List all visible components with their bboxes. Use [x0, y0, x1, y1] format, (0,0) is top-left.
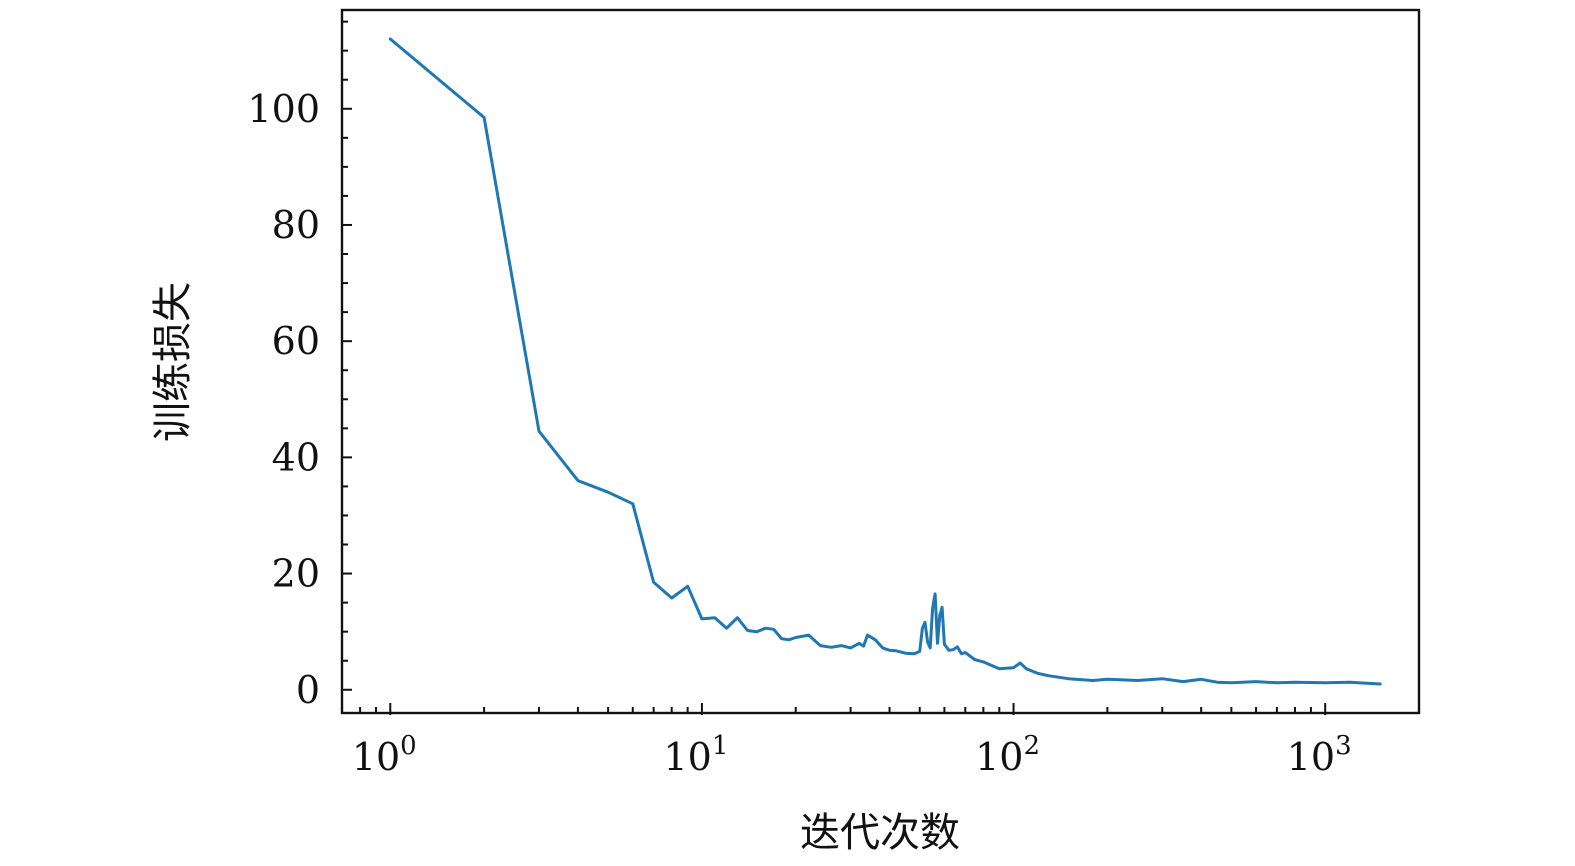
y-tick-label: 40	[272, 435, 320, 479]
x-tick-label: 101	[663, 731, 728, 779]
x-tick-exponent: 0	[400, 731, 417, 761]
y-tick-label: 0	[296, 668, 320, 712]
y-axis-title: 训练损失	[150, 282, 196, 442]
x-tick-label: 100	[352, 731, 417, 779]
x-tick-label: 103	[1287, 731, 1352, 779]
y-tick-label: 100	[247, 87, 320, 131]
y-tick-label: 60	[272, 319, 320, 363]
series-line	[388, 37, 1382, 686]
x-tick-exponent: 1	[712, 731, 729, 761]
major-ticks	[342, 107, 1327, 715]
y-tick-label: 20	[272, 552, 320, 596]
minor-ticks	[341, 20, 1312, 713]
x-tick-exponent: 2	[1023, 731, 1040, 761]
x-axis-title: 迭代次数	[800, 810, 960, 856]
x-tick-exponent: 3	[1335, 731, 1352, 761]
plot-frame	[340, 8, 1421, 715]
x-tick-label: 102	[975, 731, 1040, 779]
y-tick-label: 80	[272, 203, 320, 247]
